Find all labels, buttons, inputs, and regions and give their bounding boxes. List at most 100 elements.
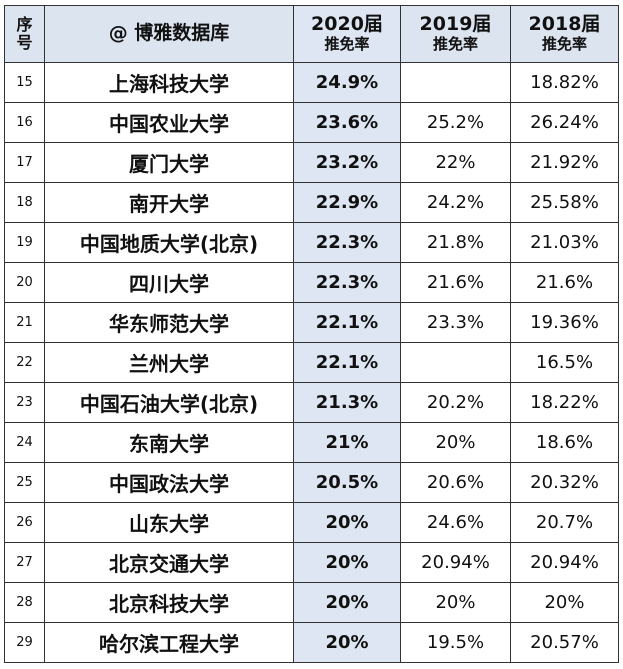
rate-2018-cell: 20.57% — [510, 622, 619, 663]
header-index: 序号 — [4, 5, 45, 63]
university-cell: 北京科技大学 — [44, 582, 294, 623]
rate-2018-cell: 16.5% — [510, 342, 619, 383]
header-year-sub: 推免率 — [541, 35, 587, 54]
rate-2018-cell: 18.22% — [510, 382, 619, 423]
rate-2019-cell: 22% — [400, 142, 511, 183]
rate-2020-cell: 20% — [293, 542, 401, 583]
rank-cell: 28 — [4, 582, 45, 623]
rate-2020-cell: 20.5% — [293, 462, 401, 503]
rank-cell: 22 — [4, 342, 45, 383]
university-cell: 四川大学 — [44, 262, 294, 303]
rate-2018-cell: 20.32% — [510, 462, 619, 503]
rate-2019-cell — [400, 342, 511, 383]
university-cell: 上海科技大学 — [44, 62, 294, 103]
university-cell: 东南大学 — [44, 422, 294, 463]
header-year: 2018届 推免率 — [510, 5, 619, 63]
rank-cell: 15 — [4, 62, 45, 103]
university-cell: 华东师范大学 — [44, 302, 294, 343]
table-row: 15 上海科技大学 24.9% 18.82% — [4, 62, 619, 103]
rate-2019-cell: 25.2% — [400, 102, 511, 143]
header-year-sub: 推免率 — [432, 35, 478, 54]
rate-2020-cell: 22.3% — [293, 262, 401, 303]
university-cell: 中国农业大学 — [44, 102, 294, 143]
table-body: 15 上海科技大学 24.9% 18.82% 16 中国农业大学 23.6% 25.2% 26.… — [4, 62, 619, 663]
table-row: 16 中国农业大学 23.6% 25.2% 26.24% — [4, 102, 619, 143]
header-year-label: 2020届 — [311, 13, 383, 36]
rate-2019-cell: 19.5% — [400, 622, 511, 663]
rate-2018-cell: 25.58% — [510, 182, 619, 223]
table-row: 17 厦门大学 23.2% 22% 21.92% — [4, 142, 619, 183]
header-index-char: 序 — [16, 14, 33, 34]
rate-2018-cell: 20% — [510, 582, 619, 623]
table-row: 26 山东大学 20% 24.6% 20.7% — [4, 502, 619, 543]
rate-2018-cell: 18.6% — [510, 422, 619, 463]
rate-2018-cell: 19.36% — [510, 302, 619, 343]
rate-2020-cell: 23.2% — [293, 142, 401, 183]
table-row: 23 中国石油大学(北京) 21.3% 20.2% 18.22% — [4, 382, 619, 423]
rate-2019-cell: 20.2% — [400, 382, 511, 423]
rank-cell: 20 — [4, 262, 45, 303]
header-year-label: 2018届 — [528, 13, 601, 36]
university-cell: 中国政法大学 — [44, 462, 294, 503]
rate-2018-cell: 26.24% — [510, 102, 619, 143]
university-cell: 山东大学 — [44, 502, 294, 543]
header-source: @ 博雅数据库 — [44, 5, 294, 63]
rate-2020-cell: 23.6% — [293, 102, 401, 143]
rate-2020-cell: 22.1% — [293, 342, 401, 383]
rate-2019-cell: 20.6% — [400, 462, 511, 503]
table-row: 19 中国地质大学(北京) 22.3% 21.8% 21.03% — [4, 222, 619, 263]
header-year-sub: 推免率 — [324, 35, 370, 54]
rate-2020-cell: 24.9% — [293, 62, 401, 103]
rate-2018-cell: 20.7% — [510, 502, 619, 543]
table-row: 21 华东师范大学 22.1% 23.3% 19.36% — [4, 302, 619, 343]
university-cell: 兰州大学 — [44, 342, 294, 383]
header-year: 2020届 推免率 — [293, 5, 401, 63]
rate-2020-cell: 20% — [293, 502, 401, 543]
table-row: 18 南开大学 22.9% 24.2% 25.58% — [4, 182, 619, 223]
table-row: 27 北京交通大学 20% 20.94% 20.94% — [4, 542, 619, 583]
ranking-table: 序号 @ 博雅数据库 2020届 推免率 2019届 推免率 2018届 推免率 15 上海科技… — [4, 5, 619, 663]
table-header: 序号 @ 博雅数据库 2020届 推免率 2019届 推免率 2018届 推免率 — [4, 5, 619, 63]
rank-cell: 29 — [4, 622, 45, 663]
university-cell: 北京交通大学 — [44, 542, 294, 583]
university-cell: 中国地质大学(北京) — [44, 222, 294, 263]
rank-cell: 23 — [4, 382, 45, 423]
rate-2020-cell: 22.9% — [293, 182, 401, 223]
rate-2019-cell: 20% — [400, 422, 511, 463]
header-index-char: 号 — [16, 33, 33, 52]
rate-2019-cell: 24.2% — [400, 182, 511, 223]
university-cell: 哈尔滨工程大学 — [44, 622, 294, 663]
table-row: 25 中国政法大学 20.5% 20.6% 20.32% — [4, 462, 619, 503]
header-row: 序号 @ 博雅数据库 2020届 推免率 2019届 推免率 2018届 推免率 — [4, 5, 619, 63]
rate-2018-cell: 21.03% — [510, 222, 619, 263]
header-year: 2019届 推免率 — [400, 5, 511, 63]
rate-2020-cell: 21% — [293, 422, 401, 463]
rate-2018-cell: 20.94% — [510, 542, 619, 583]
table-row: 20 四川大学 22.3% 21.6% 21.6% — [4, 262, 619, 303]
rate-2019-cell — [400, 62, 511, 103]
rate-2019-cell: 20.94% — [400, 542, 511, 583]
rate-2020-cell: 20% — [293, 622, 401, 663]
university-cell: 中国石油大学(北京) — [44, 382, 294, 423]
rate-2019-cell: 21.6% — [400, 262, 511, 303]
table-row: 22 兰州大学 22.1% 16.5% — [4, 342, 619, 383]
university-cell: 南开大学 — [44, 182, 294, 223]
university-cell: 厦门大学 — [44, 142, 294, 183]
rate-2020-cell: 22.3% — [293, 222, 401, 263]
rate-2019-cell: 21.8% — [400, 222, 511, 263]
rate-2019-cell: 24.6% — [400, 502, 511, 543]
rate-2018-cell: 21.6% — [510, 262, 619, 303]
table-row: 29 哈尔滨工程大学 20% 19.5% 20.57% — [4, 622, 619, 663]
table-row: 24 东南大学 21% 20% 18.6% — [4, 422, 619, 463]
rank-cell: 21 — [4, 302, 45, 343]
rank-cell: 19 — [4, 222, 45, 263]
rate-2020-cell: 20% — [293, 582, 401, 623]
table-row: 28 北京科技大学 20% 20% 20% — [4, 582, 619, 623]
rank-cell: 16 — [4, 102, 45, 143]
rate-2019-cell: 20% — [400, 582, 511, 623]
rate-2020-cell: 21.3% — [293, 382, 401, 423]
rank-cell: 25 — [4, 462, 45, 503]
rank-cell: 18 — [4, 182, 45, 223]
rate-2018-cell: 21.92% — [510, 142, 619, 183]
